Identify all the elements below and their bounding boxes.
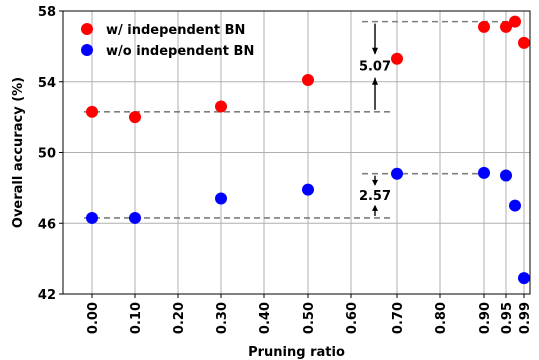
legend-label-wo-bn: w/o independent BN xyxy=(106,44,254,59)
legend-marker-wo-bn xyxy=(81,44,93,56)
x-tick-label: 0.50 xyxy=(302,302,317,334)
y-tick-label: 50 xyxy=(38,147,56,162)
annotation-w-bn-label: 5.07 xyxy=(359,60,391,75)
point-w-independent-bn xyxy=(391,52,403,65)
x-tick-label: 0.95 xyxy=(500,302,515,334)
point-w-independent-bn xyxy=(478,20,490,33)
annotation-w-bn-arrowhead-top xyxy=(372,47,378,55)
x-axis-label: Pruning ratio xyxy=(248,345,345,360)
x-tick-label: 0.90 xyxy=(478,302,493,334)
tick-labels: 0.00 0.10 0.20 0.30 0.40 0.50 0.60 0.70 0.80 0.90… xyxy=(38,5,533,334)
point-w-independent-bn xyxy=(129,111,141,124)
x-tick-label: 0.99 xyxy=(518,302,533,334)
legend-label-w-bn: w/ independent BN xyxy=(106,23,245,38)
y-tick-label: 46 xyxy=(38,217,56,232)
annotation-wo-bn-label: 2.57 xyxy=(359,189,391,204)
y-tick-label: 42 xyxy=(38,288,56,303)
x-tick-label: 0.10 xyxy=(129,302,144,334)
y-axis-label: Overall accuracy (%) xyxy=(11,77,26,228)
point-wo-independent-bn xyxy=(509,199,521,212)
x-tick-label: 0.30 xyxy=(215,302,230,334)
point-wo-independent-bn xyxy=(391,167,403,180)
point-wo-independent-bn xyxy=(518,272,530,285)
point-w-independent-bn xyxy=(86,105,98,118)
data-points xyxy=(86,15,530,285)
y-tick-label: 58 xyxy=(38,5,56,20)
x-tick-label: 0.60 xyxy=(345,302,360,334)
annotation-w-bn-arrowhead-bottom xyxy=(372,77,378,85)
point-wo-independent-bn xyxy=(215,192,227,205)
legend: w/ independent BN w/o independent BN xyxy=(81,23,254,59)
x-tick-label: 0.80 xyxy=(434,302,449,334)
y-tick-label: 54 xyxy=(38,76,56,91)
point-w-independent-bn xyxy=(509,15,521,28)
annotations: 5.07 2.57 xyxy=(359,23,391,216)
x-tick-label: 0.20 xyxy=(172,302,187,334)
annotation-wo-bn-arrowhead-top xyxy=(372,179,378,186)
x-tick-label: 0.40 xyxy=(258,302,273,334)
x-tick-label: 0.00 xyxy=(86,302,101,334)
point-wo-independent-bn xyxy=(478,166,490,179)
point-wo-independent-bn xyxy=(500,169,512,182)
annotation-wo-bn-arrowhead-bottom xyxy=(372,204,378,211)
point-wo-independent-bn xyxy=(86,211,98,224)
point-w-independent-bn xyxy=(302,73,314,86)
point-wo-independent-bn xyxy=(302,183,314,196)
x-tick-label: 0.70 xyxy=(391,302,406,334)
point-w-independent-bn xyxy=(518,36,530,49)
legend-marker-w-bn xyxy=(81,23,93,35)
point-wo-independent-bn xyxy=(129,211,141,224)
point-w-independent-bn xyxy=(215,100,227,113)
point-w-independent-bn xyxy=(500,20,512,33)
